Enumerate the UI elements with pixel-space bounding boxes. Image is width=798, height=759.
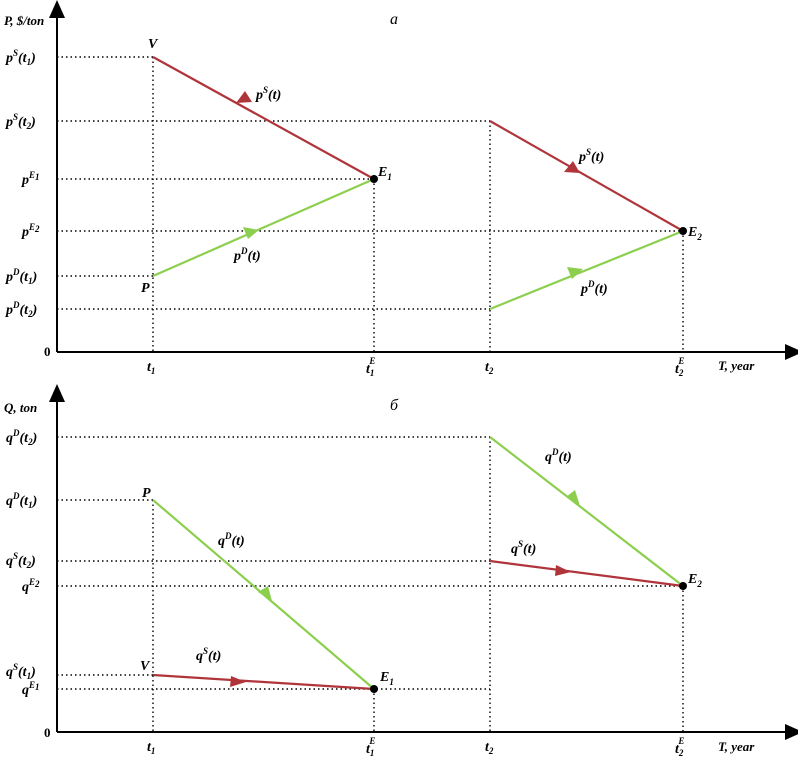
tick-t1-b: t1 — [147, 740, 155, 756]
label-ps-t2: pS(t2) — [5, 112, 36, 131]
supply-curve-b2 — [489, 559, 684, 588]
demand-curve-b2 — [489, 436, 684, 587]
supply-curve-2 — [489, 120, 684, 232]
point-label-e1-a: E1 — [377, 165, 392, 182]
demand-arrow-b2 — [566, 490, 580, 506]
point-label-e1-b: E1 — [379, 670, 394, 687]
demand-curve-1 — [152, 177, 375, 278]
panel-a-label: a — [390, 11, 398, 28]
curve-label-qs-1: qS(t) — [196, 646, 221, 664]
label-ps-t1: pS(t1) — [5, 48, 36, 67]
curve-label-pd-2: pD(t) — [580, 279, 608, 297]
supply-arrow-b2 — [555, 565, 571, 576]
tick-t2e-a: t2E — [675, 356, 684, 378]
curve-label-qd-2: qD(t) — [545, 447, 572, 465]
tick-t1-a: t1 — [147, 360, 155, 376]
demand-arrow-2 — [567, 267, 583, 279]
equilibrium-point-e1 — [370, 175, 378, 183]
panel-b-label: б — [390, 397, 399, 414]
panel-a-y-axis-label: P, $/ton — [4, 13, 44, 28]
point-label-e2-a: E2 — [687, 225, 702, 242]
tick-t2-a: t2 — [485, 360, 494, 376]
tick-t1e-b: t1E — [366, 736, 375, 758]
demand-curve-2 — [489, 229, 684, 311]
point-label-p-b: P — [142, 486, 151, 501]
label-qd-t1: qD(t1) — [6, 491, 37, 510]
panel-b: Q, ton б T, year 0 qD(t2) qD(t1) qS(t2) … — [4, 384, 798, 758]
panel-a-x-axis-label: T, year — [718, 358, 755, 373]
tick-t2-b: t2 — [485, 740, 494, 756]
supply-curve-b1 — [152, 673, 375, 691]
label-qs-t2: qS(t2) — [6, 551, 36, 570]
point-label-e2-b: E2 — [687, 572, 702, 589]
label-qd-t2: qD(t2) — [6, 428, 37, 447]
panel-b-origin: 0 — [44, 725, 51, 740]
equilibrium-point-e2 — [679, 227, 687, 235]
curve-label-qs-2: qS(t) — [511, 539, 536, 557]
panel-a: P, $/ton a T, year 0 pS(t1) pS(t2) pE1 p… — [4, 0, 798, 378]
curve-label-qd-1: qD(t) — [218, 531, 245, 549]
label-qe2: qE2 — [22, 577, 40, 595]
supply-arrow-b1 — [230, 676, 246, 687]
label-pe2: pE2 — [21, 222, 40, 240]
supply-arrow-2 — [564, 161, 580, 173]
curve-label-ps-1: pS(t) — [255, 85, 281, 103]
equilibrium-point-e1-b — [370, 685, 378, 693]
label-pd-t1: pD(t1) — [5, 267, 37, 286]
label-pd-t2: pD(t2) — [5, 300, 37, 319]
tick-t1e-a: t1E — [366, 356, 375, 378]
curve-label-ps-2: pS(t) — [578, 147, 604, 165]
label-qs-t1: qS(t1) — [6, 662, 36, 681]
curve-label-pd-1: pD(t) — [233, 246, 261, 264]
label-qe1: qE1 — [22, 680, 40, 698]
panel-a-origin: 0 — [44, 344, 51, 359]
demand-arrow-1 — [243, 227, 259, 239]
tick-t2e-b: t2E — [675, 736, 684, 758]
point-label-p-a: P — [141, 281, 150, 296]
point-label-v-a: V — [148, 37, 159, 52]
supply-arrow-1 — [236, 91, 252, 103]
point-label-v-b: V — [140, 659, 151, 674]
label-pe1: pE1 — [21, 170, 40, 188]
equilibrium-point-e2-b — [679, 582, 687, 590]
supply-curve-1 — [152, 56, 375, 180]
demand-arrow-b1 — [258, 586, 272, 601]
panel-b-x-axis-label: T, year — [718, 739, 755, 754]
panel-b-y-axis-label: Q, ton — [4, 400, 37, 415]
